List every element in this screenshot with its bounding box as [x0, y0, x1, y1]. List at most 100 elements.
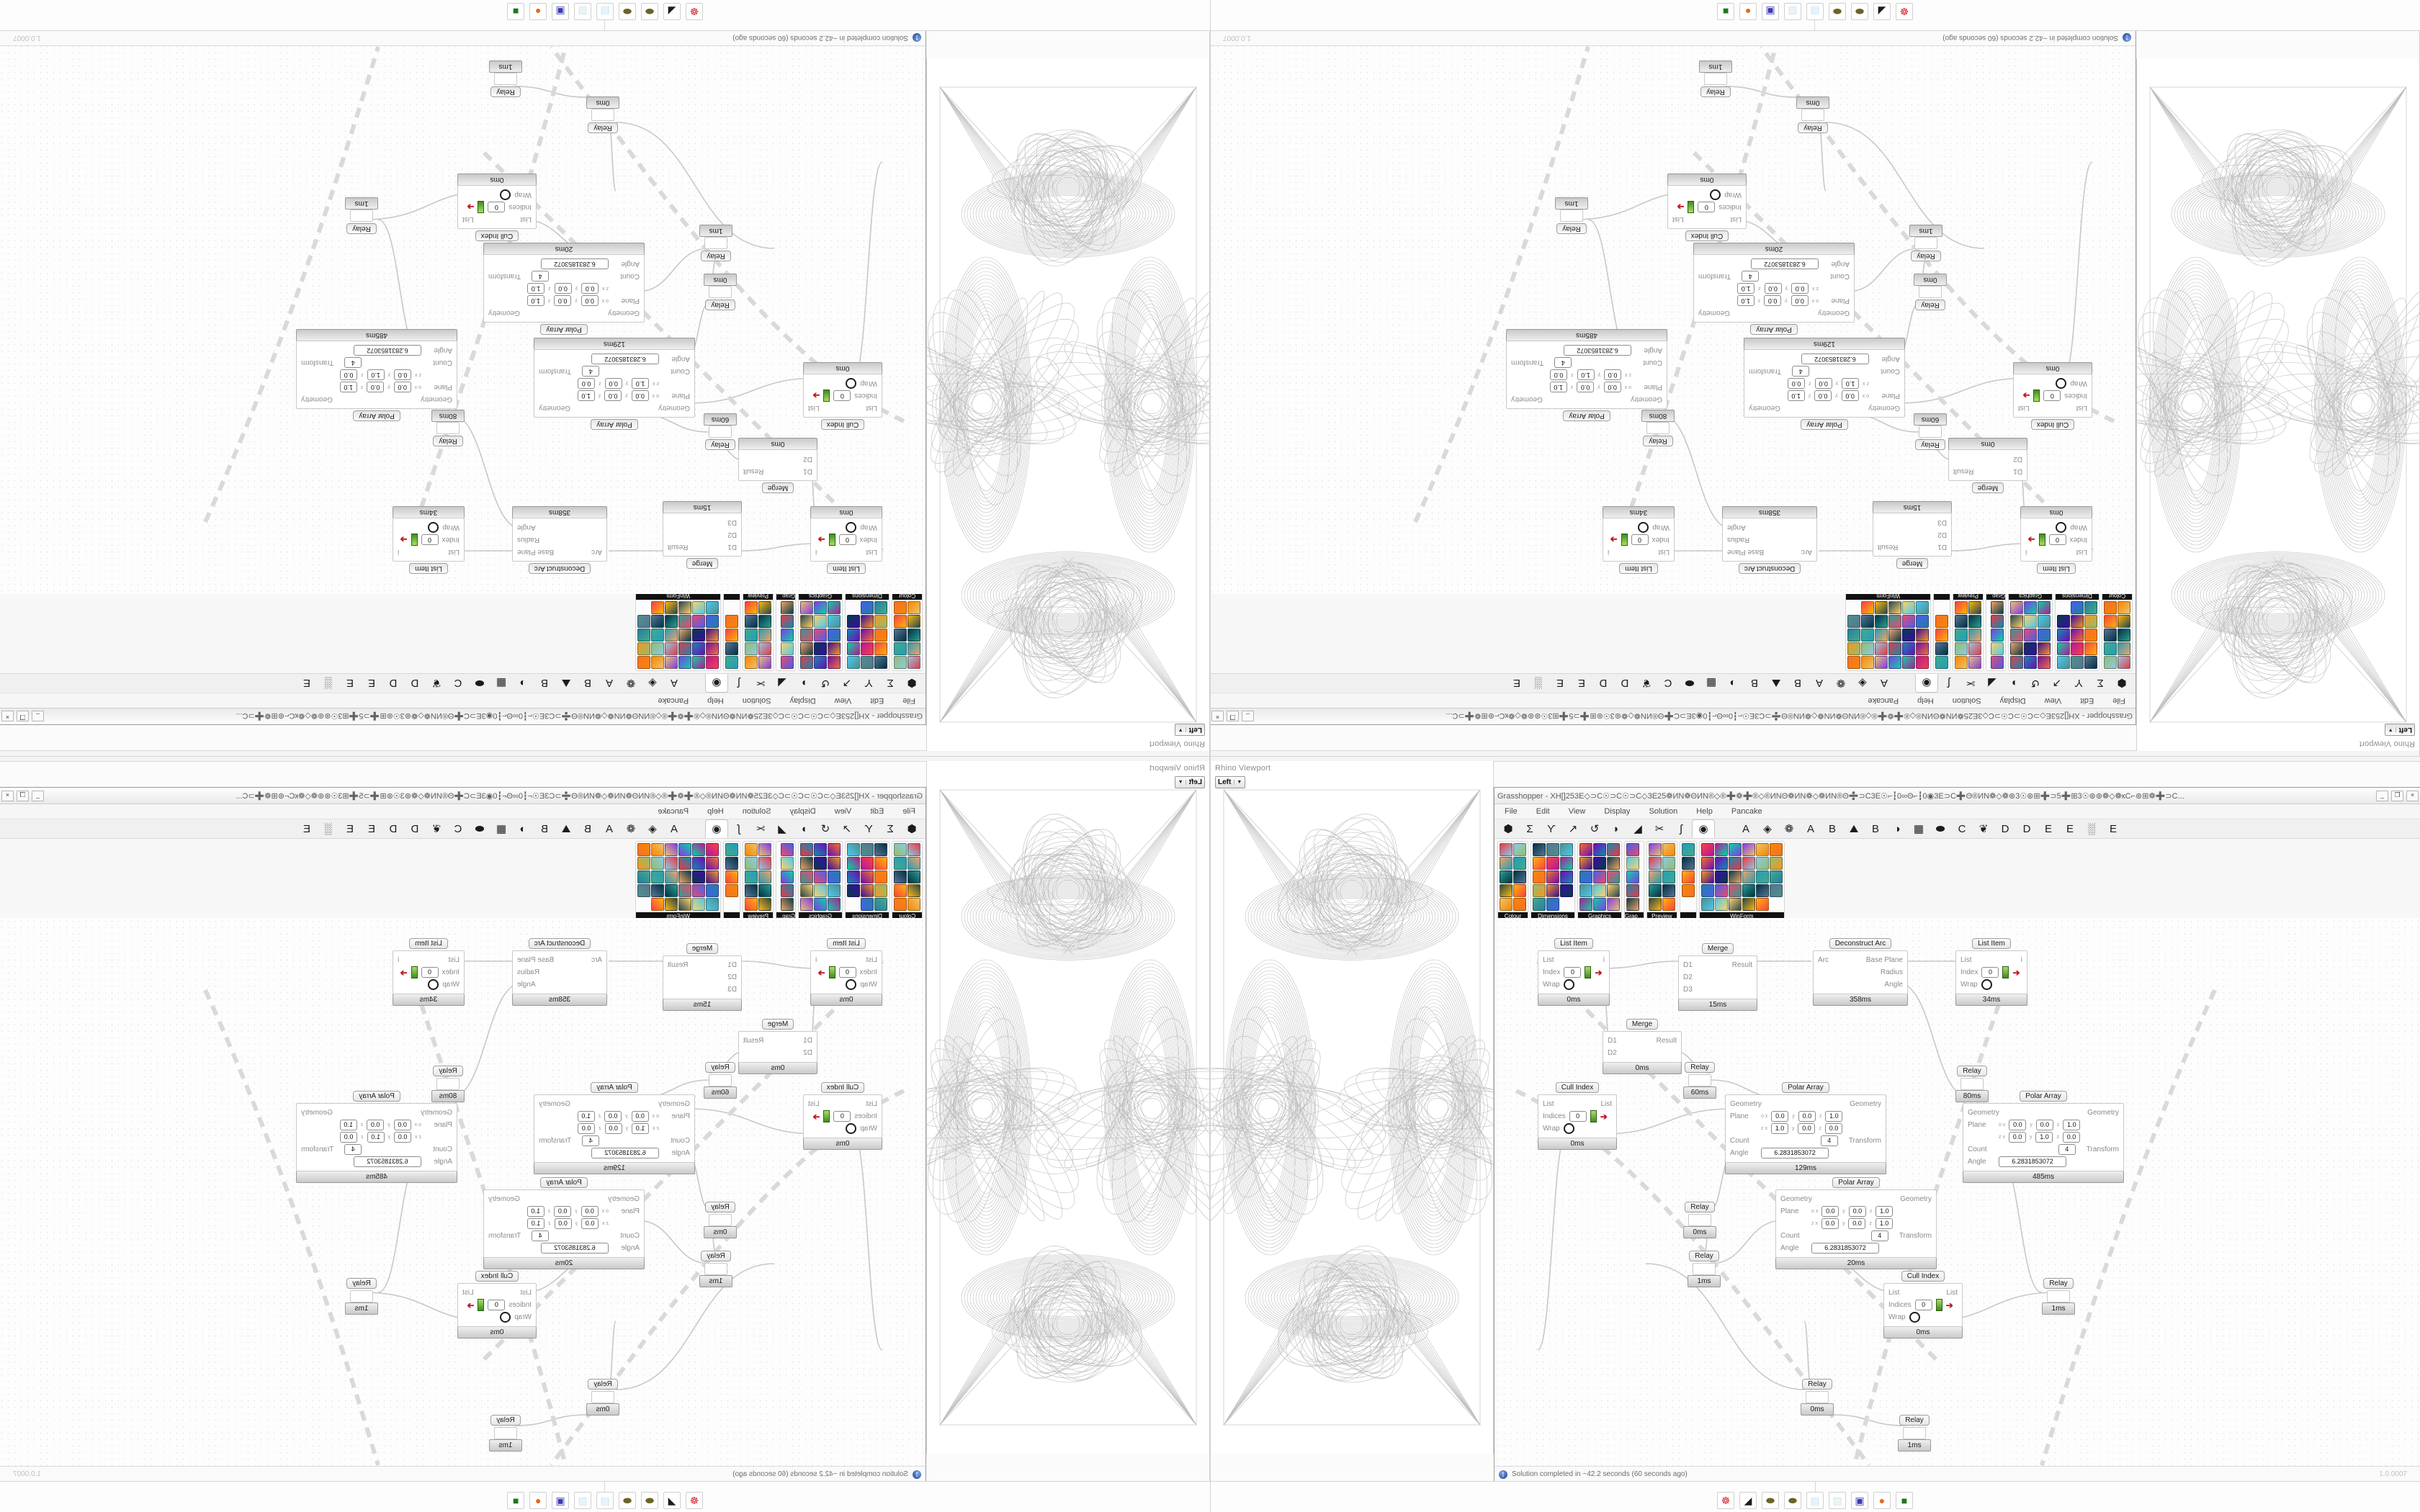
rhino-app-icon[interactable]: ☸ — [1896, 3, 1913, 20]
node-plane-row-o[interactable]: Plane o x 0.0 y 0.0 z 1.0 — [539, 1110, 690, 1122]
ribbon-component-icon[interactable] — [894, 601, 907, 614]
ribbon-component-icon[interactable] — [1935, 656, 1949, 669]
value-slider-icon[interactable] — [823, 390, 830, 402]
tab-addon-c-tab[interactable]: C — [1958, 822, 1966, 835]
ribbon-component-icon[interactable] — [1626, 870, 1639, 883]
ribbon-component-icon[interactable] — [725, 656, 739, 669]
gh-node-cull-index[interactable]: Cull Index List List Indices 0 ➔ Wrap 0ms — [1883, 1271, 1963, 1338]
terminal-icon[interactable]: ■ — [1896, 1492, 1913, 1509]
relay-body[interactable] — [1646, 422, 1670, 434]
tab-display-tab[interactable]: ◉ — [1692, 819, 1715, 838]
tab-surface-tab[interactable]: ◗ — [1613, 822, 1620, 835]
node-body[interactable]: Geometry Geometry Plane o x 0.0 y 0.0 z 1.0 z x 1.… — [1725, 1094, 1886, 1163]
ribbon-component-icon[interactable] — [1681, 843, 1695, 856]
ribbon-component-icon[interactable] — [665, 656, 678, 669]
ribbon-component-icon[interactable] — [781, 843, 794, 856]
node-param-row[interactable]: Arc Base Plane — [1818, 954, 1903, 966]
ribbon-component-icon[interactable] — [706, 642, 720, 655]
node-body[interactable]: Geometry Geometry Plane o x 0.0 y 0.0 z 1.0 z x 0.… — [483, 1189, 645, 1258]
plane-zy-field[interactable]: 0.0 — [554, 1218, 572, 1229]
ribbon-component-icon[interactable] — [1902, 642, 1916, 655]
node-body[interactable]: List i Index 0 ➔ Wrap — [2020, 518, 2092, 562]
tab-addon-a2-tab[interactable]: A — [606, 677, 614, 690]
angle-field[interactable]: 6.2831853072 — [1811, 1243, 1879, 1254]
ribbon-component-icon[interactable] — [828, 857, 841, 870]
minimize-button[interactable]: _ — [2376, 790, 2388, 801]
node-body[interactable]: List i Index 0 ➔ Wrap — [1538, 950, 1610, 994]
plane-zz-field[interactable]: 1.0 — [527, 283, 545, 294]
ribbon-component-icon[interactable] — [758, 870, 772, 883]
value-slider-icon[interactable] — [411, 966, 418, 978]
relay-body[interactable] — [1560, 210, 1583, 222]
ribbon-component-icon[interactable] — [828, 615, 841, 628]
tab-addon-d2-tab[interactable]: D — [389, 677, 398, 690]
ribbon-component-icon[interactable] — [814, 656, 827, 669]
menu-item-view[interactable]: View — [2044, 696, 2062, 705]
ribbon-component-icon[interactable] — [2084, 615, 2097, 628]
ribbon-component-icon[interactable] — [1728, 884, 1742, 897]
relay-body[interactable] — [1688, 1214, 1711, 1226]
angle-field[interactable]: 6.2831853072 — [591, 1148, 659, 1158]
ribbon-component-icon[interactable] — [758, 843, 772, 856]
tab-addon-b2-tab[interactable]: B — [541, 677, 549, 690]
gh-node-relay[interactable]: Relay 0ms — [1683, 1202, 1716, 1238]
gh-node-relay[interactable]: Relay 0ms — [704, 274, 737, 310]
gh-node-relay[interactable]: Relay 1ms — [1688, 1251, 1721, 1287]
count-field[interactable]: 4 — [582, 366, 600, 377]
ribbon-group-label[interactable]: Grap… — [1625, 912, 1644, 919]
node-body[interactable]: Geometry Geometry Plane o x 0.0 y 0.0 z 1.0 z x 0.… — [1775, 1189, 1937, 1258]
ribbon-component-icon[interactable] — [1626, 857, 1639, 870]
node-param-row[interactable]: D1 Result — [1953, 465, 2022, 477]
plane-oz-field[interactable]: 1.0 — [1825, 1111, 1843, 1122]
ribbon-component-icon[interactable] — [908, 870, 920, 883]
tab-sets-tab[interactable]: Ƴ — [1547, 822, 1556, 835]
angle-field[interactable]: 6.2831853072 — [1751, 258, 1819, 269]
menu-item-pancake[interactable]: Pancake — [1868, 696, 1899, 705]
gh-node-cull-index[interactable]: Cull Index List List Indices 0 ➔ Wrap 0ms — [803, 362, 882, 430]
plane-oy-field[interactable]: 0.0 — [604, 390, 622, 401]
tab-addon-bird-tab[interactable]: ❦ — [1978, 823, 1989, 835]
tab-mesh-tab[interactable]: ◢ — [1988, 677, 1996, 689]
relay-body[interactable] — [709, 426, 732, 438]
wrap-toggle[interactable] — [2056, 522, 2067, 533]
ribbon-component-icon[interactable] — [2010, 656, 2023, 669]
plane-oy-field[interactable]: 0.0 — [554, 295, 572, 306]
ribbon-component-icon[interactable] — [2084, 656, 2097, 669]
ribbon-component-icon[interactable] — [1742, 843, 1755, 856]
count-field[interactable]: 4 — [1792, 366, 1810, 377]
gh-node-deconstruct-arc[interactable]: Deconstruct Arc Arc Base Plane Radius Angle 3… — [512, 938, 607, 1006]
ribbon-component-icon[interactable] — [2104, 642, 2117, 655]
ribbon-component-icon[interactable] — [1968, 601, 1982, 614]
ribbon-component-icon[interactable] — [1935, 642, 1949, 655]
ribbon-component-icon[interactable] — [1861, 629, 1875, 642]
gh-node-relay[interactable]: Relay 1ms — [489, 60, 522, 97]
tab-sets-tab[interactable]: Ƴ — [864, 677, 873, 690]
count-field[interactable]: 4 — [1554, 357, 1572, 368]
ribbon-component-icon[interactable] — [1955, 601, 1968, 614]
node-angle-row[interactable]: Angle 6.2831853072 — [1780, 1242, 1932, 1254]
node-param-row[interactable]: Angle — [1818, 978, 1903, 991]
relay-body[interactable] — [1914, 237, 1937, 249]
ribbon-component-icon[interactable] — [874, 642, 887, 655]
angle-field[interactable]: 6.2831853072 — [354, 345, 421, 356]
grasshopper-titlebar[interactable]: Grasshopper - XH[]253E◇⊃C☉⊃C☉⊃C◇3E25❁ИN❁… — [0, 788, 926, 804]
tab-surface-tab[interactable]: ◗ — [800, 822, 807, 835]
gh-node-list-item[interactable]: List Item List i Index 0 ➔ Wrap 34ms — [393, 506, 465, 574]
node-param-row[interactable]: Wrap — [1543, 978, 1605, 991]
tab-addon-leaf-tab[interactable]: ◈ — [1763, 823, 1772, 835]
plane-ox-field[interactable]: 0.0 — [1821, 1206, 1839, 1217]
tab-addon-e2-tab[interactable]: E — [1556, 677, 1564, 690]
ribbon-component-icon[interactable] — [758, 884, 772, 897]
tab-addon-owl-tab[interactable]: ◑ — [1894, 822, 1901, 835]
tab-addon-owl-tab[interactable]: ◑ — [519, 822, 526, 835]
ribbon-component-icon[interactable] — [861, 898, 874, 911]
index-field[interactable]: 0 — [1631, 534, 1649, 545]
ribbon-component-icon[interactable] — [1593, 843, 1606, 856]
plane-zz-field[interactable]: 0.0 — [1824, 1123, 1842, 1134]
node-count-row[interactable]: Count 4 Transform — [488, 1230, 640, 1242]
node-input-geometry[interactable]: Geometry Geometry — [539, 1098, 690, 1110]
tab-addon-e2-tab[interactable]: E — [2066, 822, 2074, 835]
plane-zx-field[interactable]: 0.0 — [1791, 283, 1809, 294]
value-slider-icon[interactable] — [1935, 1299, 1942, 1311]
relay-body[interactable] — [1693, 1263, 1716, 1275]
